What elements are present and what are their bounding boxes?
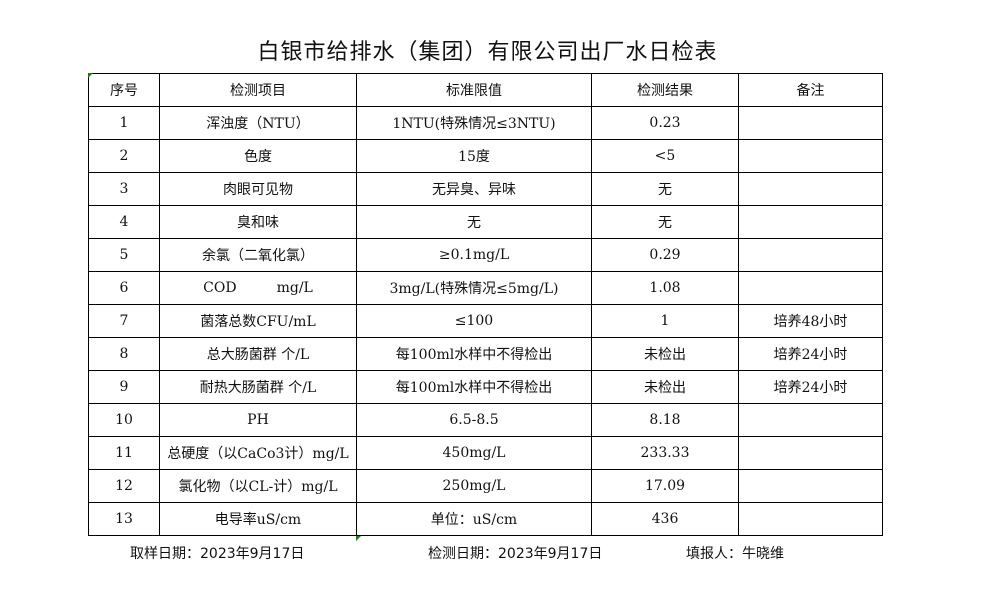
cell-result[interactable]: 8.18 — [591, 403, 739, 437]
cell-index[interactable]: 3 — [88, 172, 160, 206]
cell-remark[interactable] — [738, 502, 883, 536]
table-row: 2 色度 15度 <5 — [88, 139, 883, 173]
cell-remark[interactable] — [738, 403, 883, 437]
cell-result[interactable]: 1.08 — [591, 271, 739, 305]
sampling-date: 取样日期：2023年9月17日 — [130, 546, 305, 562]
cell-remark[interactable] — [738, 106, 883, 140]
table-row: 11 总硬度（以CaCo3计）mg/L 450mg/L 233.33 — [88, 436, 883, 470]
cell-index[interactable]: 8 — [88, 337, 160, 371]
cell-result[interactable]: 0.29 — [591, 238, 739, 272]
table-row: 4 臭和味无无 — [88, 205, 883, 239]
cell-index[interactable]: 5 — [88, 238, 160, 272]
cell-standard[interactable]: 3mg/L(特殊情况≤5mg/L) — [356, 271, 592, 305]
cell-index[interactable]: 12 — [88, 469, 160, 503]
cell-index[interactable]: 13 — [88, 502, 160, 536]
cell-item[interactable]: 肉眼可见物 — [159, 172, 357, 206]
report-title: 白银市给排水（集团）有限公司出厂水日检表 — [257, 40, 718, 65]
cell-remark[interactable]: 培养24小时 — [738, 337, 883, 371]
cell-item[interactable]: 电导率uS/cm — [159, 502, 357, 536]
cell-result[interactable]: 未检出 — [591, 337, 739, 371]
cell-index[interactable]: 9 — [88, 370, 160, 404]
header-remark[interactable]: 备注 — [738, 73, 883, 107]
cell-remark[interactable] — [738, 172, 883, 206]
cell-standard[interactable]: 1NTU(特殊情况≤3NTU) — [356, 106, 592, 140]
cell-result[interactable]: 1 — [591, 304, 739, 338]
cell-item[interactable]: 总大肠菌群 个/L — [159, 337, 357, 371]
cell-index[interactable]: 7 — [88, 304, 160, 338]
cell-index[interactable]: 11 — [88, 436, 160, 470]
table-row: 3 肉眼可见物 无异臭、异味无 — [88, 172, 883, 206]
water-quality-table: 序号 检测项目 标准限值 检测结果 备注 1 浑浊度（NTU） 1NTU(特殊情况≤… — [88, 73, 883, 536]
table-row: 12 氯化物（以CL-计）mg/L 250mg/L 17.09 — [88, 469, 883, 503]
cell-standard[interactable]: 15度 — [356, 139, 592, 173]
cell-result[interactable]: 0.23 — [591, 106, 739, 140]
cell-standard[interactable]: 单位：uS/cm — [356, 502, 592, 536]
cell-remark[interactable] — [738, 436, 883, 470]
cell-index[interactable]: 2 — [88, 139, 160, 173]
table-row: 1 浑浊度（NTU） 1NTU(特殊情况≤3NTU) 0.23 — [88, 106, 883, 140]
table-row: 8 总大肠菌群 个/L 每100ml水样中不得检出 未检出 培养24小时 — [88, 337, 883, 371]
cell-standard[interactable]: ≥0.1mg/L — [356, 238, 592, 272]
cell-item[interactable]: 菌落总数CFU/mL — [159, 304, 357, 338]
cell-standard[interactable]: 每100ml水样中不得检出 — [356, 370, 592, 404]
cell-remark[interactable] — [738, 271, 883, 305]
cell-result[interactable]: 17.09 — [591, 469, 739, 503]
table-row: 5 余氯（二氧化氯） ≥0.1mg/L 0.29 — [88, 238, 883, 272]
cell-standard[interactable]: 每100ml水样中不得检出 — [356, 337, 592, 371]
cell-marker-icon — [356, 536, 361, 541]
header-row: 序号 检测项目 标准限值 检测结果 备注 — [88, 73, 883, 107]
table-row: 13 电导率uS/cm 单位：uS/cm 436 — [88, 502, 883, 536]
cell-item[interactable]: 耐热大肠菌群 个/L — [159, 370, 357, 404]
cell-item[interactable]: 余氯（二氧化氯） — [159, 238, 357, 272]
reporter: 填报人：牛晓维 — [686, 546, 784, 562]
test-date: 检测日期：2023年9月17日 — [428, 546, 603, 562]
cell-remark[interactable] — [738, 238, 883, 272]
cell-result[interactable]: 无 — [591, 172, 739, 206]
cell-index[interactable]: 6 — [88, 271, 160, 305]
cell-standard[interactable]: 450mg/L — [356, 436, 592, 470]
header-item[interactable]: 检测项目 — [159, 73, 357, 107]
cell-standard[interactable]: 250mg/L — [356, 469, 592, 503]
cell-result[interactable]: 233.33 — [591, 436, 739, 470]
cell-result[interactable]: 未检出 — [591, 370, 739, 404]
cell-item[interactable]: 氯化物（以CL-计）mg/L — [159, 469, 357, 503]
header-standard[interactable]: 标准限值 — [356, 73, 592, 107]
cell-item[interactable]: 色度 — [159, 139, 357, 173]
cell-item[interactable]: 浑浊度（NTU） — [159, 106, 357, 140]
table-row: 7 菌落总数CFU/mL ≤100 1 培养48小时 — [88, 304, 883, 338]
cell-index[interactable]: 1 — [88, 106, 160, 140]
cell-remark[interactable]: 培养24小时 — [738, 370, 883, 404]
cell-standard[interactable]: 无异臭、异味 — [356, 172, 592, 206]
cell-item[interactable]: COD mg/L — [159, 271, 357, 305]
table-row: 6 COD mg/L 3mg/L(特殊情况≤5mg/L) 1.08 — [88, 271, 883, 305]
cell-result[interactable]: <5 — [591, 139, 739, 173]
cell-marker-icon — [88, 73, 93, 78]
cell-index[interactable]: 4 — [88, 205, 160, 239]
header-result[interactable]: 检测结果 — [591, 73, 739, 107]
cell-index[interactable]: 10 — [88, 403, 160, 437]
cell-result[interactable]: 无 — [591, 205, 739, 239]
cell-item[interactable]: 臭和味 — [159, 205, 357, 239]
cell-item[interactable]: 总硬度（以CaCo3计）mg/L — [159, 436, 357, 470]
table-row: 9 耐热大肠菌群 个/L 每100ml水样中不得检出 未检出 培养24小时 — [88, 370, 883, 404]
cell-remark[interactable] — [738, 139, 883, 173]
cell-standard[interactable]: 6.5-8.5 — [356, 403, 592, 437]
cell-standard[interactable]: ≤100 — [356, 304, 592, 338]
cell-result[interactable]: 436 — [591, 502, 739, 536]
table-row: 10 PH 6.5-8.5 8.18 — [88, 403, 883, 437]
cell-standard[interactable]: 无 — [356, 205, 592, 239]
cell-remark[interactable] — [738, 469, 883, 503]
cell-remark[interactable] — [738, 205, 883, 239]
header-index[interactable]: 序号 — [88, 73, 160, 107]
cell-remark[interactable]: 培养48小时 — [738, 304, 883, 338]
cell-item[interactable]: PH — [159, 403, 357, 437]
